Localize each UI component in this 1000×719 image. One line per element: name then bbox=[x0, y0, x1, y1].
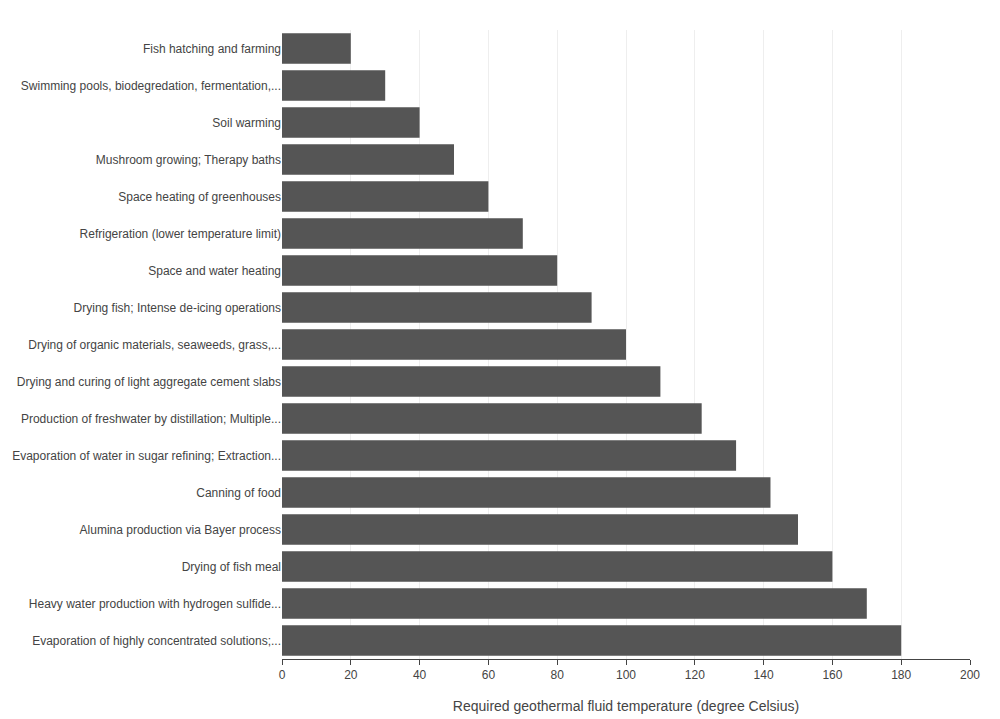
svg-text:40: 40 bbox=[413, 668, 427, 682]
svg-text:Production of freshwater by di: Production of freshwater by distillation… bbox=[21, 412, 281, 426]
svg-text:Fish hatching and farming: Fish hatching and farming bbox=[143, 42, 281, 56]
svg-text:Heavy water production with hy: Heavy water production with hydrogen sul… bbox=[29, 597, 281, 611]
svg-text:Canning of food: Canning of food bbox=[196, 486, 281, 500]
svg-text:Space heating of greenhouses: Space heating of greenhouses bbox=[118, 190, 281, 204]
svg-text:200: 200 bbox=[960, 668, 980, 682]
svg-text:Refrigeration (lower temperatu: Refrigeration (lower temperature limit) bbox=[80, 227, 281, 241]
svg-text:0: 0 bbox=[279, 668, 286, 682]
svg-text:Space and water heating: Space and water heating bbox=[148, 264, 281, 278]
svg-text:60: 60 bbox=[482, 668, 496, 682]
svg-text:Required geothermal fluid temp: Required geothermal fluid temperature (d… bbox=[453, 698, 799, 714]
svg-text:100: 100 bbox=[616, 668, 636, 682]
svg-text:Mushroom growing; Therapy bath: Mushroom growing; Therapy baths bbox=[96, 153, 281, 167]
svg-text:Swimming pools, biodegredation: Swimming pools, biodegredation, fermenta… bbox=[21, 79, 281, 93]
svg-text:Drying and curing of light agg: Drying and curing of light aggregate cem… bbox=[17, 375, 281, 389]
svg-text:Evaporation of highly concentr: Evaporation of highly concentrated solut… bbox=[32, 634, 281, 648]
svg-text:Evaporation of water in sugar: Evaporation of water in sugar refining; … bbox=[12, 449, 281, 463]
svg-text:Alumina production via Bayer p: Alumina production via Bayer process bbox=[80, 523, 281, 537]
svg-text:160: 160 bbox=[822, 668, 842, 682]
svg-text:80: 80 bbox=[551, 668, 565, 682]
svg-text:180: 180 bbox=[891, 668, 911, 682]
svg-text:20: 20 bbox=[344, 668, 358, 682]
svg-text:Soil warming: Soil warming bbox=[212, 116, 281, 130]
svg-text:Drying of fish meal: Drying of fish meal bbox=[182, 560, 281, 574]
svg-text:140: 140 bbox=[754, 668, 774, 682]
svg-text:Drying of organic materials, s: Drying of organic materials, seaweeds, g… bbox=[28, 338, 281, 352]
svg-text:120: 120 bbox=[685, 668, 705, 682]
svg-text:Drying fish; Intense de-icing: Drying fish; Intense de-icing operations bbox=[74, 301, 281, 315]
